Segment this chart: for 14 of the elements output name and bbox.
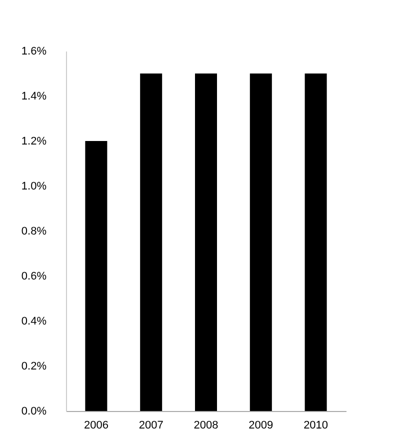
x-tick-label: 2009 [248, 420, 274, 432]
y-tick-label: 0.4% [21, 316, 47, 328]
y-tick-label: 0.0% [21, 406, 47, 418]
y-tick-label: 1.0% [21, 180, 47, 192]
y-tick-label: 0.8% [21, 226, 47, 238]
x-tick-label: 2008 [194, 420, 218, 432]
y-tick-label: 1.4% [21, 90, 47, 102]
y-tick-label: 0.6% [21, 270, 47, 282]
x-tick-label: 2007 [138, 420, 164, 432]
x-tick-label: 2010 [304, 420, 328, 432]
y-tick-label: 0.2% [21, 360, 47, 372]
y-tick-label: 1.2% [21, 136, 47, 148]
y-tick-label: 1.6% [21, 46, 47, 58]
x-tick-label: 2006 [84, 420, 108, 432]
